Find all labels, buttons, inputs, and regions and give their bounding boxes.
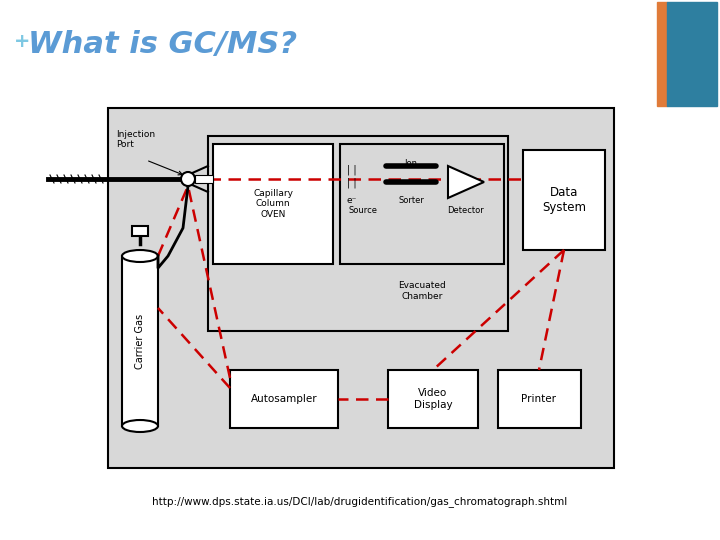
Bar (657, 2, 667, 106)
Text: Data
System: Data System (542, 186, 586, 214)
Text: +: + (14, 32, 30, 51)
Text: What is GC/MS?: What is GC/MS? (28, 30, 297, 59)
Bar (122, 256, 158, 426)
Ellipse shape (122, 420, 158, 432)
Bar (230, 370, 338, 428)
Bar (195, 175, 213, 183)
Text: e⁻: e⁻ (347, 196, 357, 205)
Ellipse shape (122, 250, 158, 262)
Bar (132, 226, 148, 236)
FancyArrowPatch shape (148, 161, 182, 175)
Bar (340, 144, 504, 264)
Polygon shape (448, 166, 484, 198)
Bar (667, 2, 717, 106)
Text: Injection
Port: Injection Port (116, 130, 155, 150)
Bar (108, 108, 614, 468)
Text: | |: | | (347, 165, 357, 176)
Text: Ion: Ion (405, 159, 418, 168)
Bar (388, 370, 478, 428)
Text: | |: | | (347, 178, 357, 188)
Text: Source: Source (348, 206, 377, 215)
Text: http://www.dps.state.ia.us/DCI/lab/drugidentification/gas_chromatograph.shtml: http://www.dps.state.ia.us/DCI/lab/drugi… (153, 497, 567, 508)
Bar (208, 136, 508, 331)
Bar (523, 150, 605, 250)
Text: Detector: Detector (448, 206, 485, 215)
Bar (213, 144, 333, 264)
Text: Autosampler: Autosampler (251, 394, 318, 404)
Text: Evacuated
Chamber: Evacuated Chamber (398, 281, 446, 301)
Text: Printer: Printer (521, 394, 557, 404)
Circle shape (181, 172, 195, 186)
Text: Video
Display: Video Display (414, 388, 452, 410)
Text: Capillary
Column
OVEN: Capillary Column OVEN (253, 189, 293, 219)
Text: Carrier Gas: Carrier Gas (135, 313, 145, 369)
Text: Sorter: Sorter (398, 196, 424, 205)
Bar (498, 370, 581, 428)
